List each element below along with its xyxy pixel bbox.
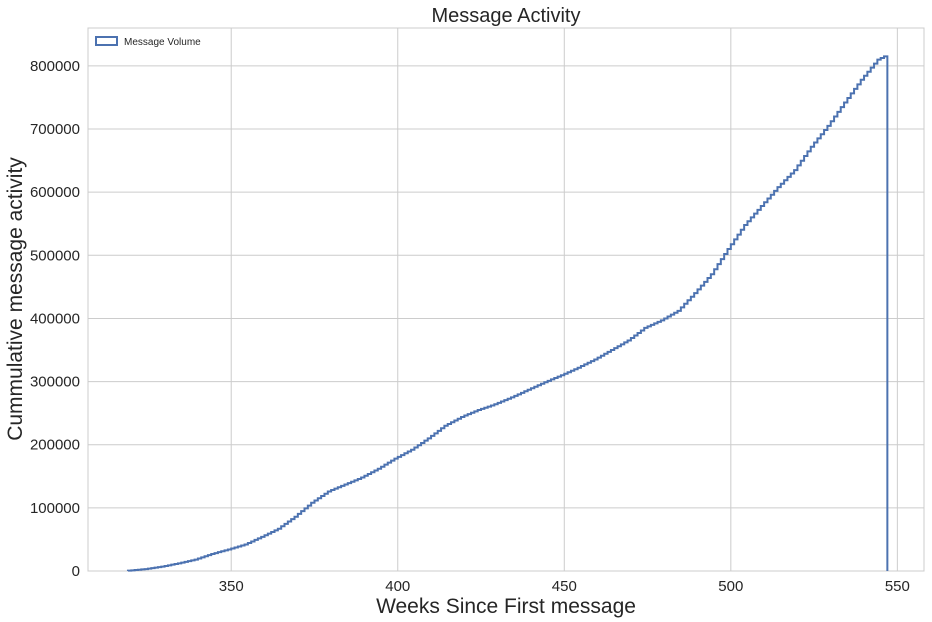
legend-label: Message Volume [124,37,201,48]
y-tick-label: 100000 [30,500,80,517]
y-tick-label: 300000 [30,374,80,391]
y-tick-label: 400000 [30,310,80,327]
x-tick-label: 400 [385,578,410,595]
x-tick-label: 450 [552,578,577,595]
y-tick-labels: 0 100000 200000 300000 400000 500000 600000 700… [30,58,80,580]
x-gridlines [230,28,898,571]
chart-title: Message Activity [432,5,581,27]
legend: Message Volume [95,36,201,48]
series-line-message-volume [126,55,889,572]
legend-swatch [95,36,118,46]
y-gridlines [88,65,924,572]
y-tick-label: 200000 [30,437,80,454]
y-tick-label: 600000 [30,184,80,201]
x-tick-label: 550 [885,578,910,595]
y-tick-label: 0 [72,563,80,580]
x-axis-title: Weeks Since First message [376,595,636,618]
x-tick-label: 500 [718,578,743,595]
series-layer [126,55,889,572]
y-tick-label: 500000 [30,247,80,264]
x-tick-label: 350 [219,578,244,595]
plot-frame [87,27,925,572]
x-tick-labels: 350 400 450 500 550 [219,578,910,595]
y-axis-title: Cummulative message activity [4,157,27,441]
y-tick-label: 800000 [30,58,80,75]
y-tick-label: 700000 [30,121,80,138]
